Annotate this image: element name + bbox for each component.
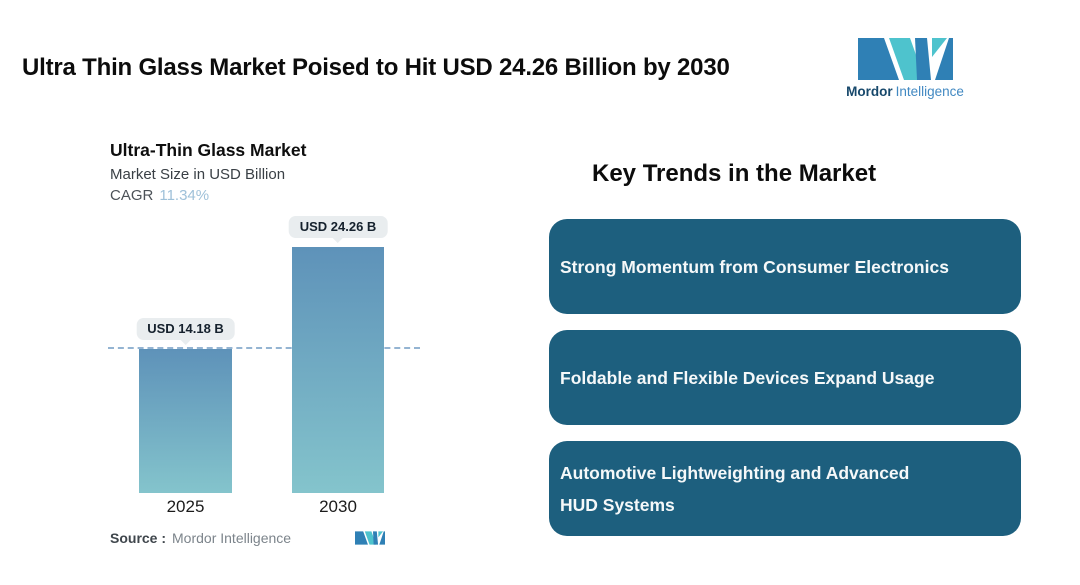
mordor-intelligence-logo-icon (857, 38, 953, 80)
brand-logo: Mordor Intelligence (843, 38, 967, 99)
trend-card-text: Strong Momentum from Consumer Electronic… (560, 256, 949, 277)
cagr-row: CAGR 11.34% (110, 187, 209, 204)
x-axis-label-2030: 2030 (319, 497, 357, 516)
chart-title: Ultra-Thin Glass Market (110, 140, 307, 160)
bar-2025 (139, 349, 232, 493)
cagr-label: CAGR (110, 187, 154, 204)
brand-name-light: Intelligence (895, 84, 964, 99)
trend-card-foldable-devices: Foldable and Flexible Devices Expand Usa… (549, 330, 1021, 425)
brand-name: Mordor Intelligence (843, 84, 967, 99)
bar-2030 (292, 247, 384, 493)
trend-card-automotive-hud: Automotive Lightweighting and Advanced H… (549, 441, 1021, 536)
value-badge-2030: USD 24.26 B (288, 216, 388, 243)
bar-chart: USD 14.18 B USD 24.26 B 2025 2030 (108, 210, 420, 516)
source-row: Source : Mordor Intelligence (110, 530, 291, 546)
trend-card-text: Automotive Lightweighting and Advanced H… (560, 462, 910, 515)
trends-heading: Key Trends in the Market (592, 160, 877, 187)
trend-card-consumer-electronics: Strong Momentum from Consumer Electronic… (549, 219, 1021, 314)
source-label: Source : (110, 530, 167, 546)
cagr-value: 11.34% (159, 187, 210, 204)
badge-pointer (332, 237, 344, 243)
trend-list: Strong Momentum from Consumer Electronic… (549, 219, 1021, 536)
page-title: Ultra Thin Glass Market Poised to Hit US… (22, 54, 730, 81)
trend-card-text: Foldable and Flexible Devices Expand Usa… (560, 367, 935, 388)
value-label-2030: USD 24.26 B (299, 219, 377, 234)
source-value: Mordor Intelligence (172, 530, 292, 546)
x-axis-label-2025: 2025 (166, 497, 205, 516)
value-label-2025: USD 14.18 B (147, 321, 224, 336)
source-logo-icon (355, 531, 385, 545)
reference-dashed-line (108, 347, 420, 349)
value-badge-2025: USD 14.18 B (136, 318, 235, 345)
chart-subtitle: Market Size in USD Billion (110, 166, 286, 183)
badge-pointer (179, 339, 192, 345)
brand-name-bold: Mordor (846, 84, 893, 99)
